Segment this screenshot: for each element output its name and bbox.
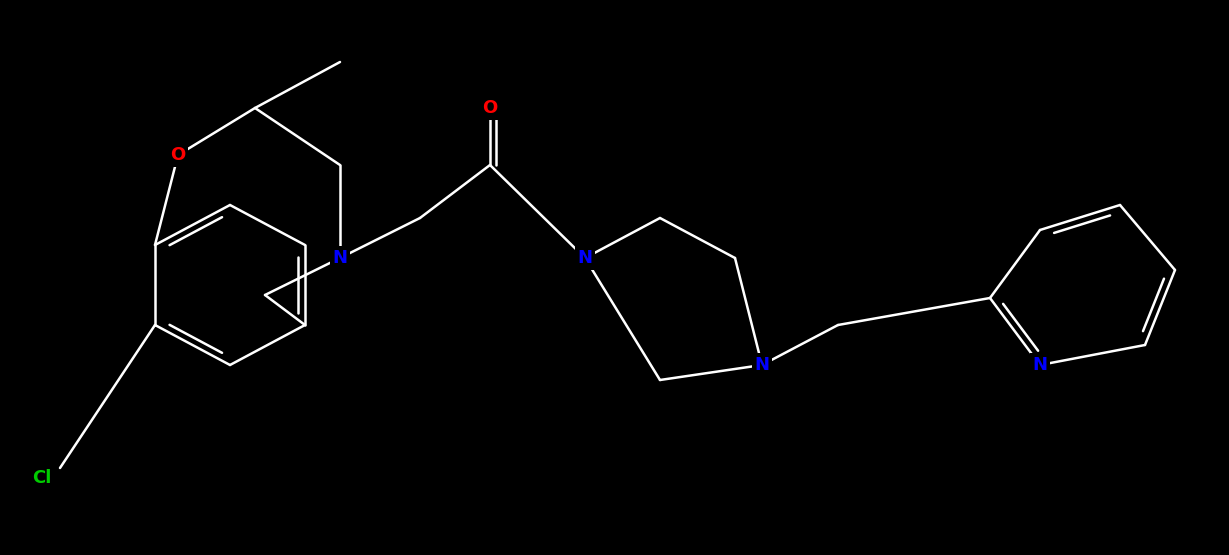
Text: Cl: Cl	[32, 469, 52, 487]
Text: O: O	[482, 99, 498, 117]
Text: O: O	[171, 146, 186, 164]
Text: N: N	[578, 249, 592, 267]
Text: N: N	[1032, 356, 1047, 374]
Text: N: N	[755, 356, 769, 374]
Text: N: N	[333, 249, 348, 267]
